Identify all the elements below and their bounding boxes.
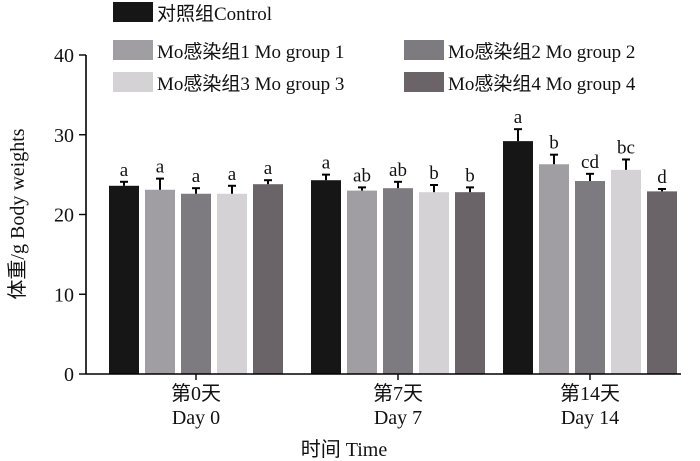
y-tick-label: 10 [54, 284, 74, 306]
x-tick-label-en: Day 14 [561, 407, 619, 429]
bar [347, 190, 377, 374]
bar [181, 193, 211, 374]
significance-letter: ab [353, 165, 371, 186]
significance-letter: bc [617, 137, 635, 158]
y-axis-label: 体重/g Body weights [6, 128, 29, 299]
bar [253, 184, 283, 374]
legend-swatch [113, 72, 153, 92]
significance-letter: b [429, 163, 439, 184]
y-tick-label: 40 [54, 45, 74, 67]
bar [311, 180, 341, 374]
significance-letter: a [514, 107, 523, 128]
significance-letter: d [657, 167, 667, 188]
chart-legend: 对照组Control Mo感染组1 Mo group 1 Mo感染组2 Mo gro… [113, 2, 636, 95]
bar [503, 141, 533, 374]
x-tick-label-cn: 第0天 [171, 382, 221, 405]
x-axis-label: 时间 Time [301, 438, 388, 461]
legend-label: Mo感染组4 Mo group 4 [448, 73, 636, 95]
bar [217, 193, 247, 374]
legend-swatch [404, 40, 444, 60]
significance-letter: ab [389, 160, 407, 181]
significance-letter: a [228, 164, 237, 185]
y-tick-label: 30 [54, 125, 74, 147]
bar [145, 189, 175, 374]
bar [419, 192, 449, 374]
significance-letter: cd [581, 152, 599, 173]
legend-label: 对照组Control [157, 3, 272, 25]
x-tick-label-cn: 第7天 [373, 382, 423, 405]
legend-swatch [113, 40, 153, 60]
y-tick-label: 20 [54, 205, 74, 227]
bar [575, 181, 605, 374]
legend-swatch [404, 72, 444, 92]
legend-swatch [113, 2, 153, 22]
legend-label: Mo感染组3 Mo group 3 [157, 73, 344, 95]
significance-letter: b [465, 165, 475, 186]
bar [611, 169, 641, 374]
significance-letter: a [192, 166, 201, 187]
legend-label: Mo感染组2 Mo group 2 [448, 41, 635, 63]
significance-letter: a [322, 153, 331, 174]
x-tick-label-en: Day 7 [374, 407, 422, 429]
bar [383, 188, 413, 374]
bar [647, 191, 677, 374]
significance-letter: a [156, 157, 165, 178]
significance-letter: a [120, 160, 129, 181]
significance-letter: b [549, 133, 559, 154]
bar [455, 192, 485, 374]
bar [109, 185, 139, 374]
legend-label: Mo感染组1 Mo group 1 [157, 41, 344, 63]
bar [539, 164, 569, 374]
significance-letter: a [264, 158, 273, 179]
y-tick-label: 0 [64, 364, 74, 386]
x-tick-label-cn: 第14天 [560, 382, 620, 405]
x-tick-label-en: Day 0 [172, 407, 220, 429]
